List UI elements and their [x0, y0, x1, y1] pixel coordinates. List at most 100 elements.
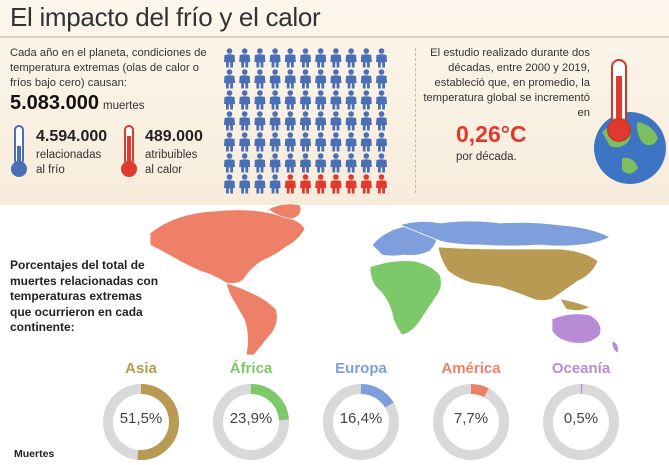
- map-europe: [371, 220, 611, 257]
- world-map: [149, 203, 619, 355]
- donut-america: [433, 384, 509, 460]
- person-cold-icon: [224, 111, 235, 131]
- person-cold-icon: [284, 132, 296, 152]
- footer-label: Muertes: [14, 448, 55, 460]
- map-africa: [369, 260, 442, 336]
- total-deaths: 5.083.000 muertes: [10, 92, 145, 115]
- person-cold-icon: [376, 153, 387, 173]
- person-cold-icon: [315, 132, 327, 152]
- donut-value-america: 7,7%: [453, 410, 489, 427]
- globe-thermometer-icon: [594, 59, 666, 184]
- person-cold-icon: [254, 132, 266, 152]
- donut-value-oceania: 0,5%: [563, 410, 599, 427]
- cold-thermometer-icon: [11, 125, 27, 177]
- person-cold-icon: [239, 48, 251, 68]
- person-cold-icon: [224, 69, 235, 89]
- person-cold-icon: [254, 111, 266, 131]
- person-cold-icon: [224, 174, 235, 194]
- person-cold-icon: [330, 153, 342, 173]
- donut-africa: [213, 384, 289, 460]
- person-cold-icon: [284, 111, 296, 131]
- person-cold-icon: [239, 132, 251, 152]
- heat-deaths-label-2: al calor: [145, 164, 183, 176]
- person-cold-icon: [254, 90, 266, 110]
- person-cold-icon: [269, 69, 281, 89]
- person-cold-icon: [315, 153, 327, 173]
- person-cold-icon: [300, 153, 311, 173]
- donut-asia: [103, 384, 179, 460]
- heat-deaths-value: 489.000: [145, 128, 203, 145]
- continent-name: Europa: [335, 360, 387, 377]
- person-cold-icon: [284, 90, 296, 110]
- person-cold-icon: [360, 132, 372, 152]
- person-heat-icon: [315, 174, 327, 194]
- person-cold-icon: [360, 90, 372, 110]
- cold-deaths-label-1: relacionadas: [36, 149, 102, 161]
- person-cold-icon: [330, 132, 342, 152]
- map-asia: [437, 246, 599, 311]
- continent-name: América: [441, 360, 501, 377]
- donut-value-europe: 16,4%: [339, 410, 383, 427]
- person-cold-icon: [224, 48, 235, 68]
- map-america: [149, 203, 306, 355]
- temperature-rate-unit: por década.: [456, 151, 517, 163]
- person-cold-icon: [239, 69, 251, 89]
- person-cold-icon: [376, 111, 387, 131]
- person-cold-icon: [360, 69, 372, 89]
- person-cold-icon: [360, 48, 372, 68]
- person-cold-icon: [345, 153, 357, 173]
- person-cold-icon: [239, 153, 251, 173]
- person-cold-icon: [254, 48, 266, 68]
- person-cold-icon: [345, 48, 357, 68]
- person-cold-icon: [360, 153, 372, 173]
- person-cold-icon: [300, 111, 311, 131]
- person-cold-icon: [300, 90, 311, 110]
- person-cold-icon: [269, 111, 281, 131]
- cold-deaths-value: 4.594.000: [36, 128, 108, 145]
- continent-name: Asia: [125, 360, 157, 377]
- person-heat-icon: [300, 174, 311, 194]
- person-cold-icon: [284, 153, 296, 173]
- person-cold-icon: [376, 48, 387, 68]
- person-cold-icon: [360, 111, 372, 131]
- person-cold-icon: [284, 48, 296, 68]
- person-cold-icon: [376, 90, 387, 110]
- title-divider: [0, 36, 669, 38]
- map-oceania: [551, 313, 619, 354]
- donut-oceania: [543, 384, 619, 460]
- person-cold-icon: [376, 69, 387, 89]
- person-cold-icon: [239, 174, 251, 194]
- person-cold-icon: [345, 90, 357, 110]
- person-cold-icon: [224, 132, 235, 152]
- person-cold-icon: [254, 69, 266, 89]
- donut-value-africa: 23,9%: [229, 410, 273, 427]
- people-icon-grid: [224, 48, 387, 194]
- continent-label-africa: África: [196, 360, 306, 380]
- percentages-intro: Porcentajes del total de muertes relacio…: [10, 258, 159, 334]
- heat-deaths-label-1: atribuibles: [145, 149, 198, 161]
- continent-label-america: América: [416, 360, 526, 380]
- person-cold-icon: [284, 69, 296, 89]
- person-cold-icon: [269, 90, 281, 110]
- cold-deaths-label-2: al frío: [36, 164, 65, 176]
- person-cold-icon: [330, 111, 342, 131]
- person-cold-icon: [300, 48, 311, 68]
- person-heat-icon: [345, 174, 357, 194]
- continent-label-oceania: Oceanía: [526, 360, 636, 380]
- person-cold-icon: [345, 69, 357, 89]
- person-cold-icon: [315, 111, 327, 131]
- person-cold-icon: [254, 174, 266, 194]
- person-cold-icon: [315, 48, 327, 68]
- section-divider: [415, 48, 416, 193]
- person-cold-icon: [254, 153, 266, 173]
- person-cold-icon: [315, 69, 327, 89]
- person-cold-icon: [300, 132, 311, 152]
- person-cold-icon: [330, 90, 342, 110]
- person-cold-icon: [345, 111, 357, 131]
- person-cold-icon: [239, 90, 251, 110]
- person-cold-icon: [345, 132, 357, 152]
- total-deaths-label: muertes: [102, 100, 145, 112]
- person-heat-icon: [284, 174, 296, 194]
- continent-name: África: [229, 360, 273, 377]
- heat-thermometer-icon: [121, 125, 137, 177]
